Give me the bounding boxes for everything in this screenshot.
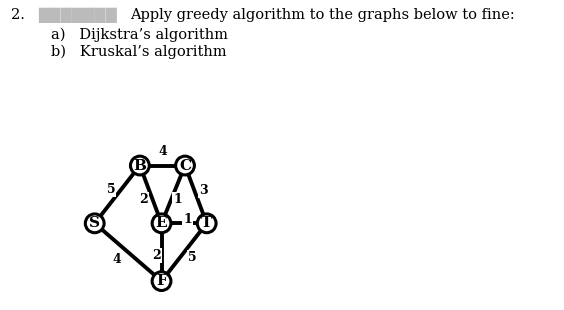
Circle shape (152, 272, 171, 290)
Text: 3: 3 (199, 184, 208, 197)
Text: 2.: 2. (11, 8, 25, 22)
Text: E: E (156, 216, 168, 230)
Text: 4: 4 (158, 144, 167, 157)
Circle shape (175, 156, 195, 175)
Text: T: T (201, 216, 212, 230)
Text: 2: 2 (139, 193, 148, 206)
Circle shape (197, 214, 216, 233)
Text: C: C (179, 158, 191, 173)
Text: 4: 4 (112, 253, 121, 266)
Text: S: S (89, 216, 100, 230)
Circle shape (152, 214, 171, 233)
Circle shape (130, 156, 149, 175)
Circle shape (85, 214, 104, 233)
Text: 1: 1 (183, 213, 192, 226)
Text: 5: 5 (107, 183, 115, 196)
Text: B: B (133, 158, 147, 173)
Text: b)   Kruskal’s algorithm: b) Kruskal’s algorithm (51, 45, 226, 59)
Text: F: F (156, 274, 167, 288)
Text: ███████: ███████ (38, 8, 117, 23)
Text: Apply greedy algorithm to the graphs below to fine:: Apply greedy algorithm to the graphs bel… (130, 8, 514, 22)
Text: a)   Dijkstra’s algorithm: a) Dijkstra’s algorithm (51, 28, 228, 42)
Text: 1: 1 (173, 193, 182, 206)
Text: 5: 5 (188, 251, 196, 264)
Text: 2: 2 (152, 249, 161, 262)
